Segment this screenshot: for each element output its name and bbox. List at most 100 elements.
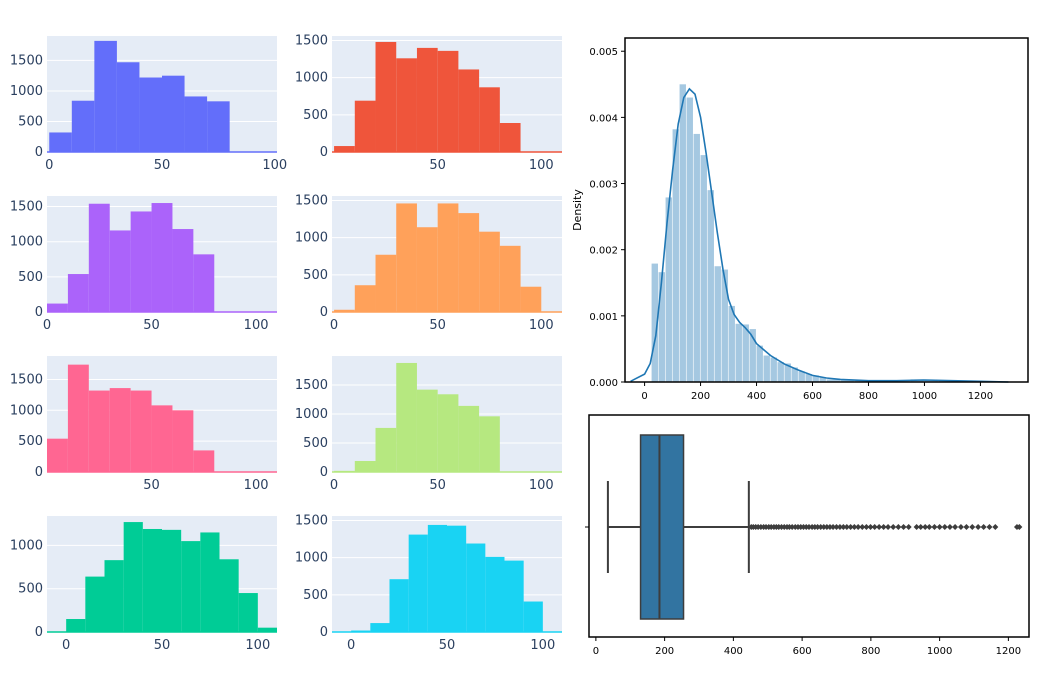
- outlier-point: [867, 524, 874, 530]
- density-histogram-bar: [721, 269, 728, 382]
- y-tick-label: 1000: [295, 407, 328, 422]
- density-histogram-bar: [770, 357, 777, 382]
- outlier-point: [900, 524, 907, 530]
- density-histogram-bar: [784, 363, 791, 382]
- y-tick-label: 500: [18, 270, 43, 285]
- x-tick-label: 100: [530, 638, 555, 653]
- x-tick-label: 1200: [968, 391, 993, 402]
- kde-line: [630, 87, 1009, 383]
- outlier-point: [913, 524, 920, 530]
- x-tick-label: 200: [691, 391, 710, 402]
- histogram-bar: [396, 362, 417, 472]
- histogram-bar: [71, 100, 95, 152]
- outlier-point: [843, 524, 850, 530]
- density-histogram-bar: [693, 133, 700, 382]
- histogram-bar: [416, 47, 438, 153]
- y-tick-label: 1500: [10, 200, 43, 215]
- x-tick-label: 50: [429, 478, 446, 493]
- histogram-bar: [375, 41, 397, 153]
- y-tick-label: 0.001: [589, 312, 618, 323]
- x-tick-label: 0: [330, 318, 338, 333]
- density-histogram-bar: [777, 362, 784, 382]
- histogram-bar: [257, 627, 277, 632]
- histogram-bar: [172, 410, 194, 472]
- histogram-panel-2: 0 500 1000 1500 50 100: [295, 33, 562, 173]
- outlier-point: [880, 524, 887, 530]
- density-histogram-bar: [805, 374, 812, 382]
- density-histogram-bar: [798, 371, 805, 382]
- x-tick-label: 600: [793, 646, 812, 657]
- x-tick-label: 50: [439, 638, 456, 653]
- x-tick-label: 100: [245, 638, 270, 653]
- outlier-point: [895, 524, 902, 530]
- outlier-point: [922, 524, 929, 530]
- histogram-bar: [427, 524, 447, 632]
- histogram-bar: [485, 556, 505, 632]
- y-tick-label: 0: [320, 465, 328, 480]
- y-tick-label: 0: [320, 625, 328, 640]
- y-tick-label: 0: [35, 305, 43, 320]
- density-histogram-bar: [679, 84, 686, 383]
- histogram-bar: [396, 58, 417, 152]
- x-tick-label: 0: [330, 478, 338, 493]
- histogram-bar: [458, 405, 480, 472]
- density-histogram-bar: [665, 197, 672, 382]
- histogram-bar: [354, 100, 376, 152]
- density-histogram-bar: [735, 323, 742, 382]
- box-plot: 0 200 400 600 800 1000 1200: [585, 414, 1030, 657]
- y-tick-label: 0.003: [589, 180, 618, 191]
- x-tick-label: 100: [262, 158, 287, 173]
- outlier-point: [847, 524, 854, 530]
- histogram-bar: [238, 593, 258, 632]
- density-histogram-bar: [924, 380, 938, 382]
- outlier-point: [840, 524, 847, 530]
- y-tick-label: 500: [303, 436, 328, 451]
- outlier-point: [833, 524, 840, 530]
- y-tick-label: 500: [303, 588, 328, 603]
- outlier-point: [969, 524, 976, 530]
- histogram-bar: [447, 525, 467, 632]
- histogram-panel-8: 0 500 1000 1500 0 50 100: [295, 513, 562, 653]
- histogram-bar: [66, 619, 86, 632]
- histogram-bar: [162, 75, 185, 152]
- outlier-point: [992, 524, 999, 530]
- histogram-panel-5: 0 500 1000 1500 50 100: [10, 356, 277, 493]
- histogram-bar: [375, 427, 397, 472]
- outlier-point: [926, 524, 933, 530]
- outlier-point: [823, 524, 830, 530]
- outlier-point: [936, 524, 943, 530]
- outlier-point: [806, 524, 812, 530]
- density-histogram-bar: [714, 266, 721, 382]
- x-tick-label: 1200: [996, 646, 1021, 657]
- y-tick-label: 500: [18, 582, 43, 597]
- outlier-point: [863, 524, 870, 530]
- x-tick-label: 400: [747, 391, 766, 402]
- density-histogram-bar: [749, 329, 756, 382]
- outlier-point: [1016, 524, 1023, 530]
- histogram-bar: [389, 579, 409, 632]
- histogram-bar: [181, 541, 201, 632]
- histogram-bar: [151, 203, 173, 312]
- x-tick-label: 400: [724, 646, 743, 657]
- x-tick-label: 0: [43, 318, 51, 333]
- y-tick-label: 1500: [295, 193, 328, 208]
- histogram-bar: [94, 40, 117, 152]
- histogram-bar: [479, 231, 500, 312]
- y-tick-label: 1000: [10, 538, 43, 553]
- histogram-bar: [370, 623, 390, 632]
- density-histogram-bar: [763, 355, 770, 382]
- histogram-bar: [437, 394, 459, 472]
- density-histogram-bar: [812, 375, 819, 382]
- outlier-point: [817, 524, 824, 530]
- histogram-bar: [47, 438, 68, 472]
- axes-frame: [624, 37, 1029, 383]
- outlier-point: [890, 524, 897, 530]
- y-tick-label: 500: [303, 268, 328, 283]
- histogram-bar: [416, 389, 438, 472]
- histogram-bar: [499, 123, 521, 152]
- histogram-bar: [67, 364, 89, 472]
- outlier-point: [986, 524, 993, 530]
- histogram-bar: [408, 534, 428, 632]
- y-tick-label: 1500: [295, 513, 328, 528]
